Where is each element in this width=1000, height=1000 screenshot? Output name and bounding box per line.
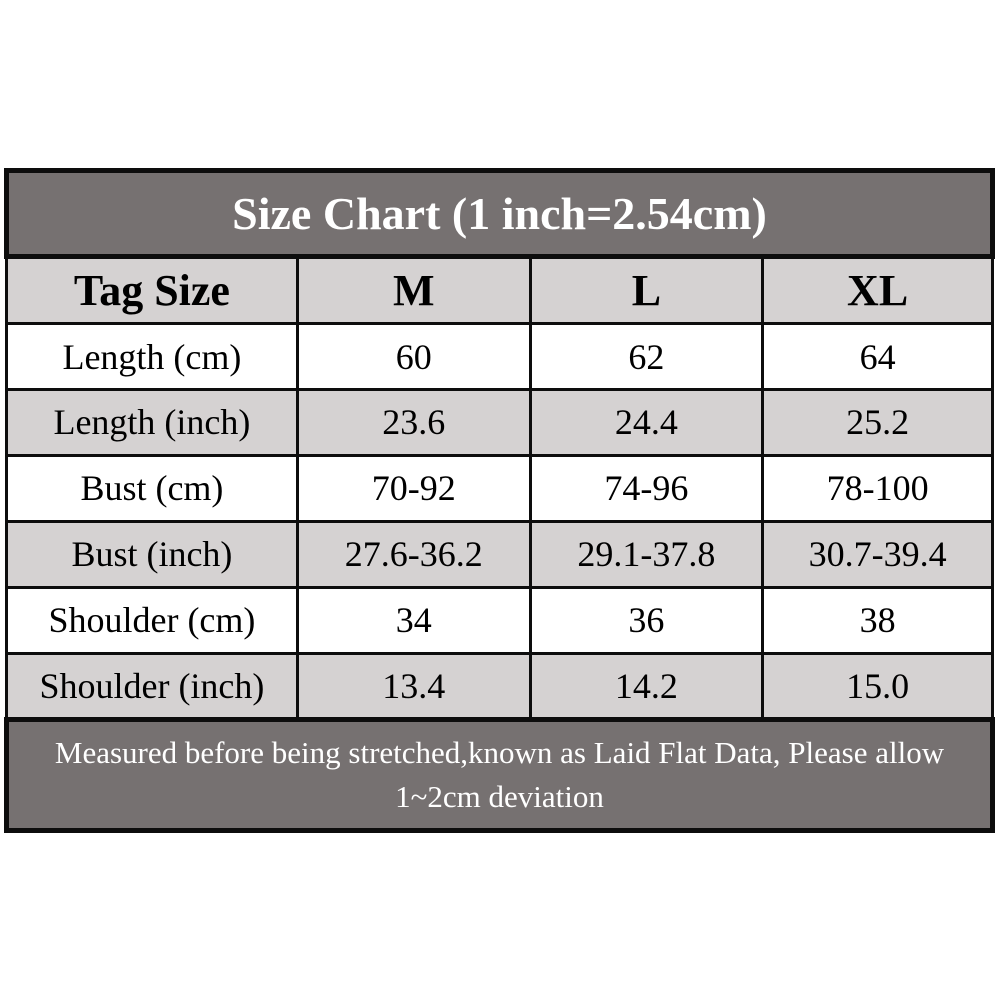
column-header-xl: XL xyxy=(761,255,994,326)
cell-value: 36 xyxy=(528,585,765,655)
cell-value: 24.4 xyxy=(528,387,765,457)
cell-value: 78-100 xyxy=(761,453,994,523)
chart-title: Size Chart (1 inch=2.54cm) xyxy=(4,167,995,260)
footer-note: Measured before being stretched,known as… xyxy=(4,717,995,833)
table-row-length-inch: Length (inch) 23.6 24.4 25.2 xyxy=(5,387,994,457)
footer-row: Measured before being stretched,known as… xyxy=(4,717,995,833)
cell-value: 23.6 xyxy=(295,387,532,457)
cell-value: 25.2 xyxy=(761,387,994,457)
table-row-bust-cm: Bust (cm) 70-92 74-96 78-100 xyxy=(5,453,994,523)
cell-value: 15.0 xyxy=(761,651,994,722)
cell-value: 29.1-37.8 xyxy=(528,519,765,589)
cell-value: 74-96 xyxy=(528,453,765,523)
table-row-length-cm: Length (cm) 60 62 64 xyxy=(5,322,994,391)
cell-value: 60 xyxy=(295,322,532,391)
column-header-m: M xyxy=(295,255,532,326)
column-header-row: Tag Size M L XL xyxy=(5,255,994,326)
row-label: Bust (cm) xyxy=(5,453,299,523)
size-chart-table: Size Chart (1 inch=2.54cm) Tag Size M L … xyxy=(4,167,995,833)
cell-value: 64 xyxy=(761,322,994,391)
table-row-bust-inch: Bust (inch) 27.6-36.2 29.1-37.8 30.7-39.… xyxy=(5,519,994,589)
row-label: Length (cm) xyxy=(5,322,299,391)
cell-value: 62 xyxy=(528,322,765,391)
row-label: Shoulder (cm) xyxy=(5,585,299,655)
column-header-tag-size: Tag Size xyxy=(5,255,299,326)
cell-value: 27.6-36.2 xyxy=(295,519,532,589)
cell-value: 14.2 xyxy=(528,651,765,722)
row-label: Length (inch) xyxy=(5,387,299,457)
column-header-l: L xyxy=(528,255,765,326)
cell-value: 70-92 xyxy=(295,453,532,523)
row-label: Bust (inch) xyxy=(5,519,299,589)
cell-value: 30.7-39.4 xyxy=(761,519,994,589)
table-row-shoulder-inch: Shoulder (inch) 13.4 14.2 15.0 xyxy=(5,651,994,722)
cell-value: 38 xyxy=(761,585,994,655)
cell-value: 13.4 xyxy=(295,651,532,722)
title-row: Size Chart (1 inch=2.54cm) xyxy=(4,167,995,260)
row-label: Shoulder (inch) xyxy=(5,651,299,722)
table-row-shoulder-cm: Shoulder (cm) 34 36 38 xyxy=(5,585,994,655)
cell-value: 34 xyxy=(295,585,532,655)
